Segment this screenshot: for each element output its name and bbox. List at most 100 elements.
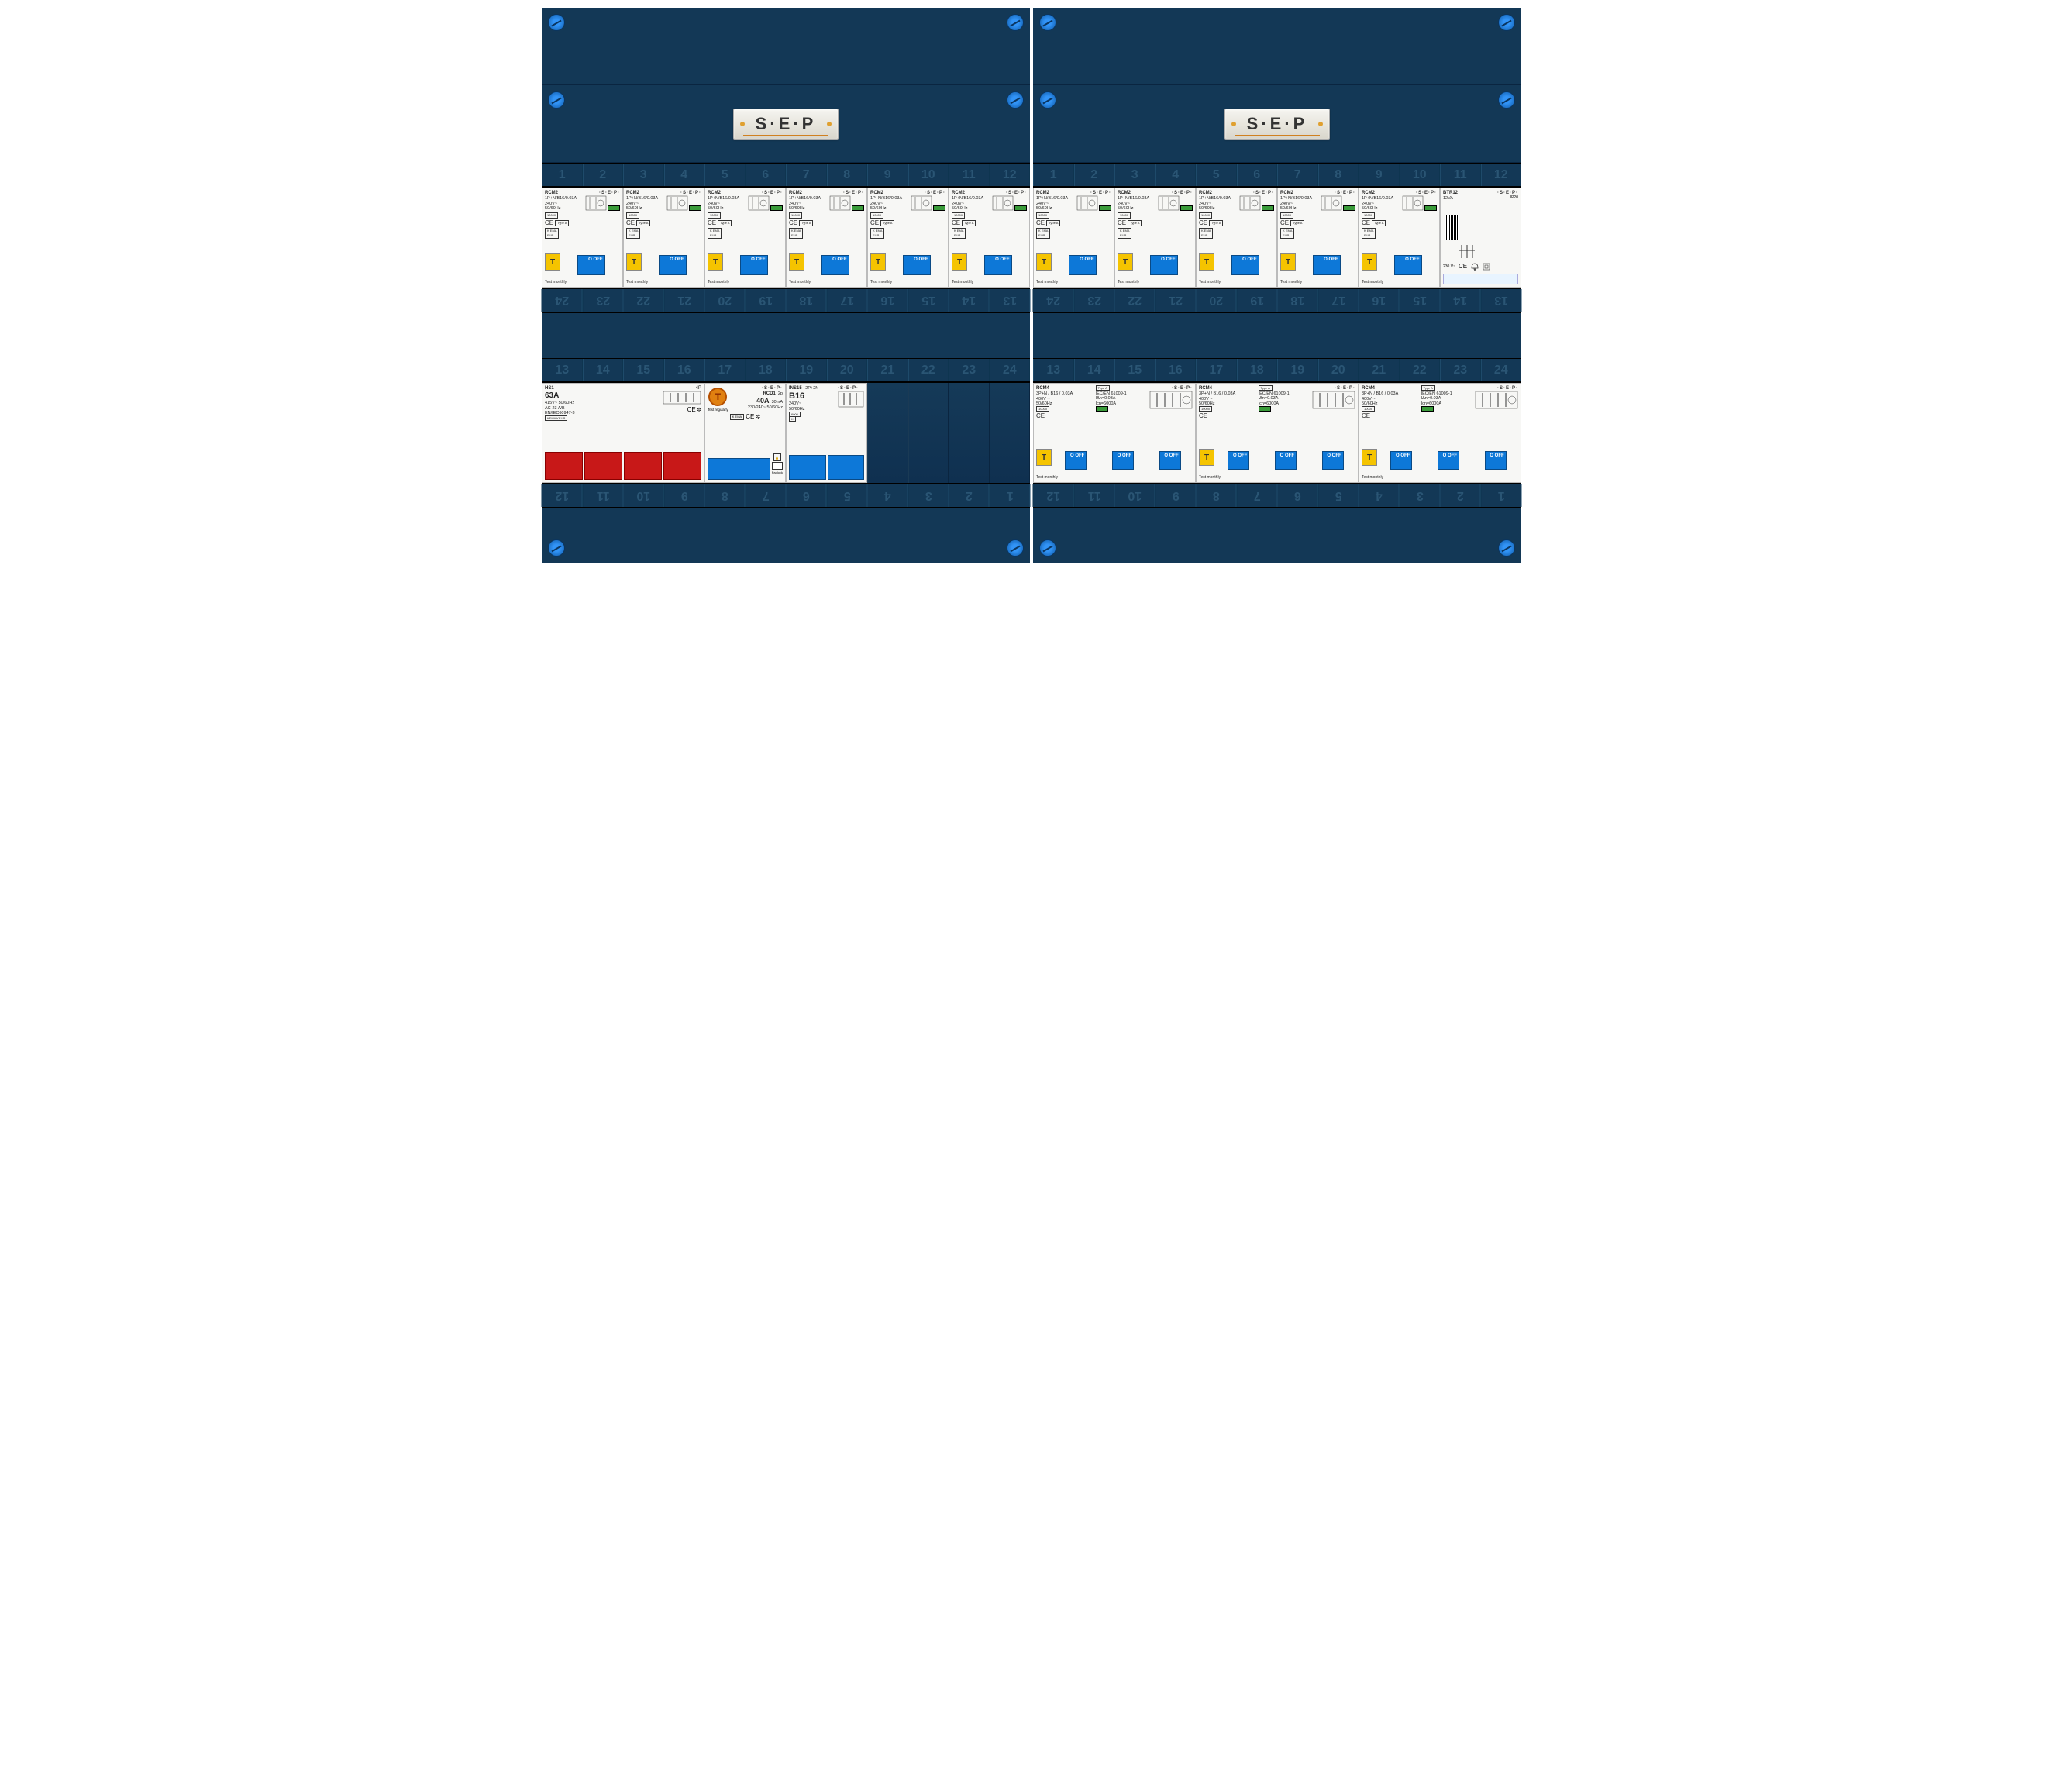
label-slot: 13 [1033,359,1074,381]
breaker-toggle[interactable]: O OFF [806,253,864,277]
screw-icon [1039,14,1056,31]
test-button[interactable]: T [1036,253,1052,271]
rcbo-module-rcm2: RCM21P+N/B16/0.03A240V~50/60Hz 10000 CET… [949,188,1030,288]
label-slot: 11 [1074,484,1115,507]
main-switch-pole[interactable] [663,452,701,480]
label-slot: 21 [664,289,705,312]
breaker-toggle[interactable]: O OFF [1379,253,1437,277]
label-slot: 3 [623,164,664,186]
label-slot: 10 [908,164,949,186]
test-monthly-label: Test monthly [1199,475,1355,480]
breaker-toggle[interactable]: O OFF [1135,253,1193,277]
main-switch-pole[interactable] [624,452,662,480]
test-monthly-label: Test monthly [789,280,864,284]
label-slot: 5 [704,164,746,186]
label-slot: 5 [1196,164,1237,186]
din-row-1: RCM21P+N/B16/0.03A240V~50/60Hz 10000 CET… [542,188,1030,288]
brand-plate: S·E·P [733,109,839,140]
label-slot: 1 [1033,164,1074,186]
breaker-toggle[interactable]: O OFF [1216,449,1262,472]
test-monthly-label: Test monthly [545,280,620,284]
label-slot: 18 [1277,289,1318,312]
label-slot: 1 [1481,484,1522,507]
breaker-toggle[interactable]: O OFF [1100,449,1146,472]
label-slot: 10 [1114,484,1155,507]
breaker-toggle[interactable]: O OFF [1310,449,1355,472]
screw-icon [1498,91,1515,109]
test-button[interactable]: T [708,388,727,406]
test-button[interactable]: T [1362,449,1377,466]
label-slot: 14 [1074,359,1115,381]
breaker-toggle[interactable]: O OFF [887,253,945,277]
breaker-toggle[interactable]: O OFF [1147,449,1193,472]
label-slot: 22 [1114,289,1155,312]
test-monthly-label: Test monthly [1199,280,1274,284]
circuit-symbol-icon [1158,195,1180,211]
label-slot: 7 [1237,484,1278,507]
test-button[interactable]: T [1036,449,1052,466]
main-switch-pole[interactable] [545,452,583,480]
test-button[interactable]: T [1199,253,1214,271]
breaker-toggle[interactable]: O OFF [725,253,783,277]
label-slot: 14 [583,359,624,381]
breaker-toggle[interactable]: O OFF [643,253,701,277]
top-cover [542,8,1030,85]
label-slot: 7 [1277,164,1318,186]
test-button[interactable]: T [545,253,560,271]
test-button[interactable]: T [708,253,723,271]
label-slot: 23 [949,359,990,381]
mcb-toggle[interactable] [828,455,865,480]
rcbo-module-rcm2: RCM21P+N/B16/0.03A240V~50/60Hz 10000 CET… [786,188,867,288]
main-switch-hs1: HS163A415V~ 50/60HzAC-23 A/BEN/IEC60947-… [542,383,704,483]
test-button[interactable]: T [1362,253,1377,271]
label-slot: 11 [949,164,990,186]
switch-symbol-icon [663,391,701,405]
blank-module-slot [949,383,990,483]
breaker-toggle[interactable]: O OFF [1472,449,1518,472]
label-slot: 19 [1277,359,1318,381]
test-button[interactable]: T [626,253,642,271]
test-button[interactable]: T [1199,449,1214,466]
circuit-symbol-icon [1076,195,1098,211]
label-slot: 4 [664,164,705,186]
breaker-toggle[interactable]: O OFF [1426,449,1472,472]
test-button[interactable]: T [870,253,886,271]
breaker-toggle[interactable]: O OFF [1216,253,1274,277]
label-slot: 16 [1155,359,1197,381]
rcbo-module-rcm4: RCM43P+N / B16 / 0.03A400V ~50/60Hz 1000… [1196,383,1359,483]
label-slot: 12 [1481,164,1522,186]
blank-module-slot [990,383,1031,483]
mcb-toggle[interactable] [789,455,826,480]
breaker-toggle[interactable]: O OFF [1263,449,1309,472]
breaker-toggle[interactable]: O OFF [1379,449,1424,472]
status-indicator [1259,406,1271,412]
padlock-icon: 🔓 [773,453,781,461]
label-slot: 6 [1237,164,1278,186]
test-button[interactable]: T [1280,253,1296,271]
main-switch-pole[interactable] [584,452,622,480]
label-slot: 17 [704,359,746,381]
label-slot: 9 [1359,164,1400,186]
label-slot: 8 [1196,484,1237,507]
label-slot: 13 [1481,289,1522,312]
bell-icon [1470,262,1479,271]
screw-icon [1039,91,1056,109]
breaker-toggle[interactable]: O OFF [969,253,1027,277]
status-indicator [1014,205,1027,211]
breaker-toggle[interactable]: O OFF [1297,253,1355,277]
label-slot: 12 [1033,484,1074,507]
breaker-toggle[interactable]: O OFF [1053,253,1111,277]
label-slot: 9 [867,164,908,186]
label-slot: 23 [1074,289,1115,312]
rcd-toggle[interactable] [708,458,770,480]
breaker-toggle[interactable]: O OFF [1053,449,1099,472]
test-button[interactable]: T [789,253,804,271]
label-strip-row2-top: 131415161718192021222324 [542,358,1030,383]
label-slot: 9 [664,484,705,507]
status-indicator [689,205,701,211]
label-slot: 10 [1400,164,1441,186]
test-button[interactable]: T [952,253,967,271]
test-button[interactable]: T [1118,253,1133,271]
breaker-toggle[interactable]: O OFF [562,253,620,277]
circuit-symbol-icon [666,195,688,211]
